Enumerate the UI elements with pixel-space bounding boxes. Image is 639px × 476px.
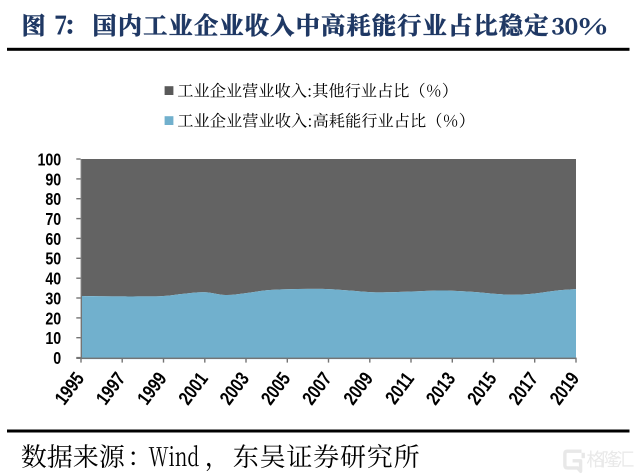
svg-text:40: 40 [45,269,61,289]
svg-text:0: 0 [53,349,61,369]
svg-text:80: 80 [45,190,61,210]
svg-text:20: 20 [45,309,61,329]
svg-text:30: 30 [45,289,61,309]
svg-text:60: 60 [45,229,61,249]
svg-text:50: 50 [45,249,61,269]
svg-text:10: 10 [45,329,61,349]
svg-text:100: 100 [37,150,61,170]
svg-text:90: 90 [45,170,61,190]
svg-text:70: 70 [45,210,61,230]
